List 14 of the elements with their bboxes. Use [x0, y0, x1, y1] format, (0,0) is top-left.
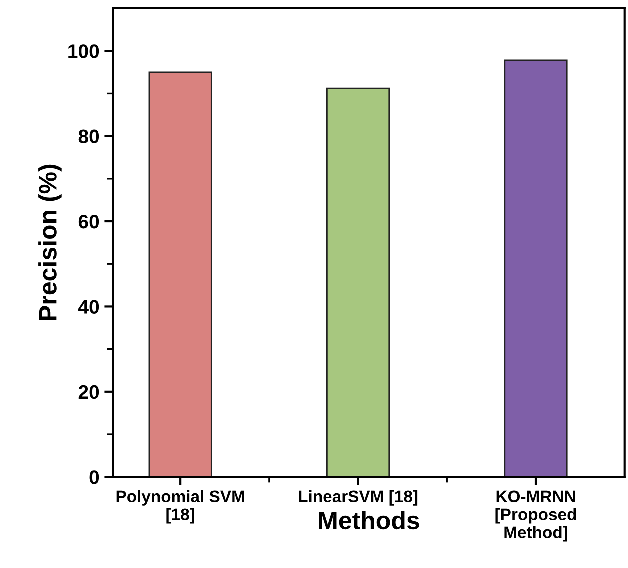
y-tick-label: 80 [78, 130, 100, 144]
bar [504, 60, 568, 478]
y-tick-label: 0 [90, 470, 100, 484]
x-tick-label: LinearSVM [18] [299, 490, 418, 506]
y-axis-title: Precision (%) [38, 164, 62, 320]
bar [326, 88, 390, 478]
bar [148, 72, 212, 478]
y-tick-label: 60 [78, 214, 100, 229]
x-tick-label: Polynomial SVM [18] [116, 490, 244, 524]
y-tick-label: 100 [68, 44, 100, 58]
x-tick-label: KO-MRNN [Proposed Method] [496, 490, 576, 542]
y-tick-label: 40 [78, 300, 100, 314]
y-tick-label: 20 [78, 385, 100, 400]
x-axis-title: Methods [319, 511, 420, 530]
